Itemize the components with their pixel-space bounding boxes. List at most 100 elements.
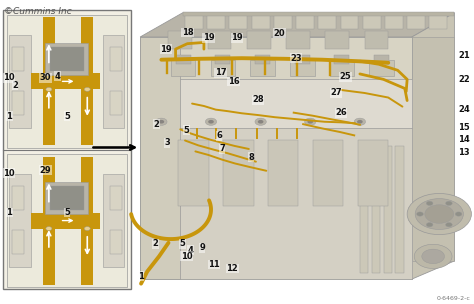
Circle shape <box>354 118 365 125</box>
Bar <box>372 146 380 273</box>
Bar <box>12 47 24 71</box>
Bar <box>140 128 412 279</box>
Bar <box>9 35 31 128</box>
Circle shape <box>84 227 90 230</box>
Bar <box>12 186 24 210</box>
Bar <box>110 47 122 71</box>
Text: 15: 15 <box>458 123 470 132</box>
Circle shape <box>308 120 313 123</box>
Bar <box>296 15 314 29</box>
Text: 19: 19 <box>231 33 243 42</box>
Circle shape <box>407 193 472 235</box>
Bar <box>215 55 230 64</box>
Bar <box>31 212 100 229</box>
Bar <box>429 15 447 29</box>
Circle shape <box>455 212 462 216</box>
Bar <box>3 10 131 289</box>
Bar <box>9 174 31 267</box>
Bar <box>229 15 247 29</box>
Bar <box>110 230 122 254</box>
Text: 30: 30 <box>40 73 51 82</box>
Circle shape <box>357 120 363 123</box>
Circle shape <box>46 227 52 230</box>
Circle shape <box>446 201 452 206</box>
Polygon shape <box>140 37 180 279</box>
Text: 19: 19 <box>203 33 214 42</box>
Text: 28: 28 <box>253 95 264 104</box>
Bar <box>185 15 203 29</box>
Bar <box>407 15 425 29</box>
Text: 26: 26 <box>335 108 347 117</box>
Text: 21: 21 <box>458 51 470 60</box>
Text: 4: 4 <box>188 246 193 255</box>
Circle shape <box>156 118 167 125</box>
Bar <box>286 31 310 49</box>
Bar <box>50 186 84 210</box>
Bar <box>208 31 231 49</box>
Bar <box>140 37 412 79</box>
Text: 23: 23 <box>290 54 302 63</box>
Bar <box>395 146 404 273</box>
Bar <box>50 47 84 71</box>
Bar <box>313 140 343 206</box>
Bar <box>363 15 381 29</box>
Text: 5: 5 <box>183 126 190 135</box>
Circle shape <box>422 249 445 264</box>
Text: 10: 10 <box>181 252 192 261</box>
Bar <box>45 182 89 214</box>
Bar <box>31 73 100 89</box>
Bar <box>325 31 349 49</box>
Text: 3: 3 <box>164 138 170 147</box>
Text: 14: 14 <box>458 135 470 144</box>
Text: ©Cummins Inc: ©Cummins Inc <box>4 7 72 16</box>
Circle shape <box>46 88 52 91</box>
Bar <box>247 31 271 49</box>
Text: 2: 2 <box>153 240 159 248</box>
Bar <box>43 157 55 285</box>
Bar <box>250 60 275 76</box>
Text: 9: 9 <box>199 244 205 252</box>
Text: 12: 12 <box>227 264 238 273</box>
Text: 20: 20 <box>273 29 285 38</box>
Bar <box>12 91 24 115</box>
Text: 5: 5 <box>64 112 70 121</box>
Circle shape <box>425 205 454 223</box>
Bar <box>374 55 389 64</box>
Bar <box>7 154 127 287</box>
Bar <box>334 55 349 64</box>
Circle shape <box>255 118 266 125</box>
Bar <box>252 15 270 29</box>
Circle shape <box>414 244 452 268</box>
Bar <box>255 55 270 64</box>
Bar <box>103 35 125 128</box>
Text: 13: 13 <box>458 147 470 157</box>
Circle shape <box>205 118 217 125</box>
Bar <box>110 186 122 210</box>
Bar <box>140 79 412 128</box>
Bar <box>295 55 310 64</box>
Text: 7: 7 <box>219 144 225 154</box>
Bar <box>210 60 235 76</box>
Bar <box>175 55 191 64</box>
Text: 22: 22 <box>458 75 470 84</box>
Circle shape <box>208 120 214 123</box>
Bar <box>12 230 24 254</box>
Text: 6: 6 <box>216 131 222 140</box>
Text: 17: 17 <box>215 68 226 77</box>
Bar <box>171 60 195 76</box>
Bar <box>43 17 55 145</box>
Circle shape <box>158 120 164 123</box>
Circle shape <box>415 199 464 230</box>
Text: 19: 19 <box>160 45 172 54</box>
Circle shape <box>305 118 316 125</box>
Bar <box>223 140 254 206</box>
Polygon shape <box>140 37 412 279</box>
Circle shape <box>426 223 433 227</box>
Text: 25: 25 <box>340 72 352 81</box>
Bar <box>178 140 209 206</box>
Bar <box>81 157 93 285</box>
Bar <box>168 31 192 49</box>
Text: 10: 10 <box>3 169 15 178</box>
Bar <box>182 12 455 16</box>
Circle shape <box>426 201 433 206</box>
